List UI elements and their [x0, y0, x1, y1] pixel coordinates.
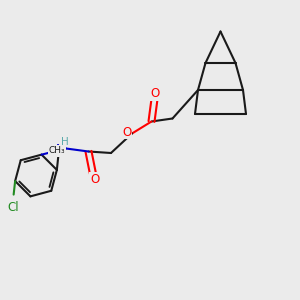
- Text: O: O: [90, 173, 99, 186]
- Text: O: O: [150, 87, 159, 100]
- Text: Cl: Cl: [8, 201, 20, 214]
- Text: O: O: [122, 125, 131, 139]
- Text: N: N: [56, 143, 64, 156]
- Text: H: H: [61, 137, 68, 147]
- Text: CH₃: CH₃: [49, 146, 65, 154]
